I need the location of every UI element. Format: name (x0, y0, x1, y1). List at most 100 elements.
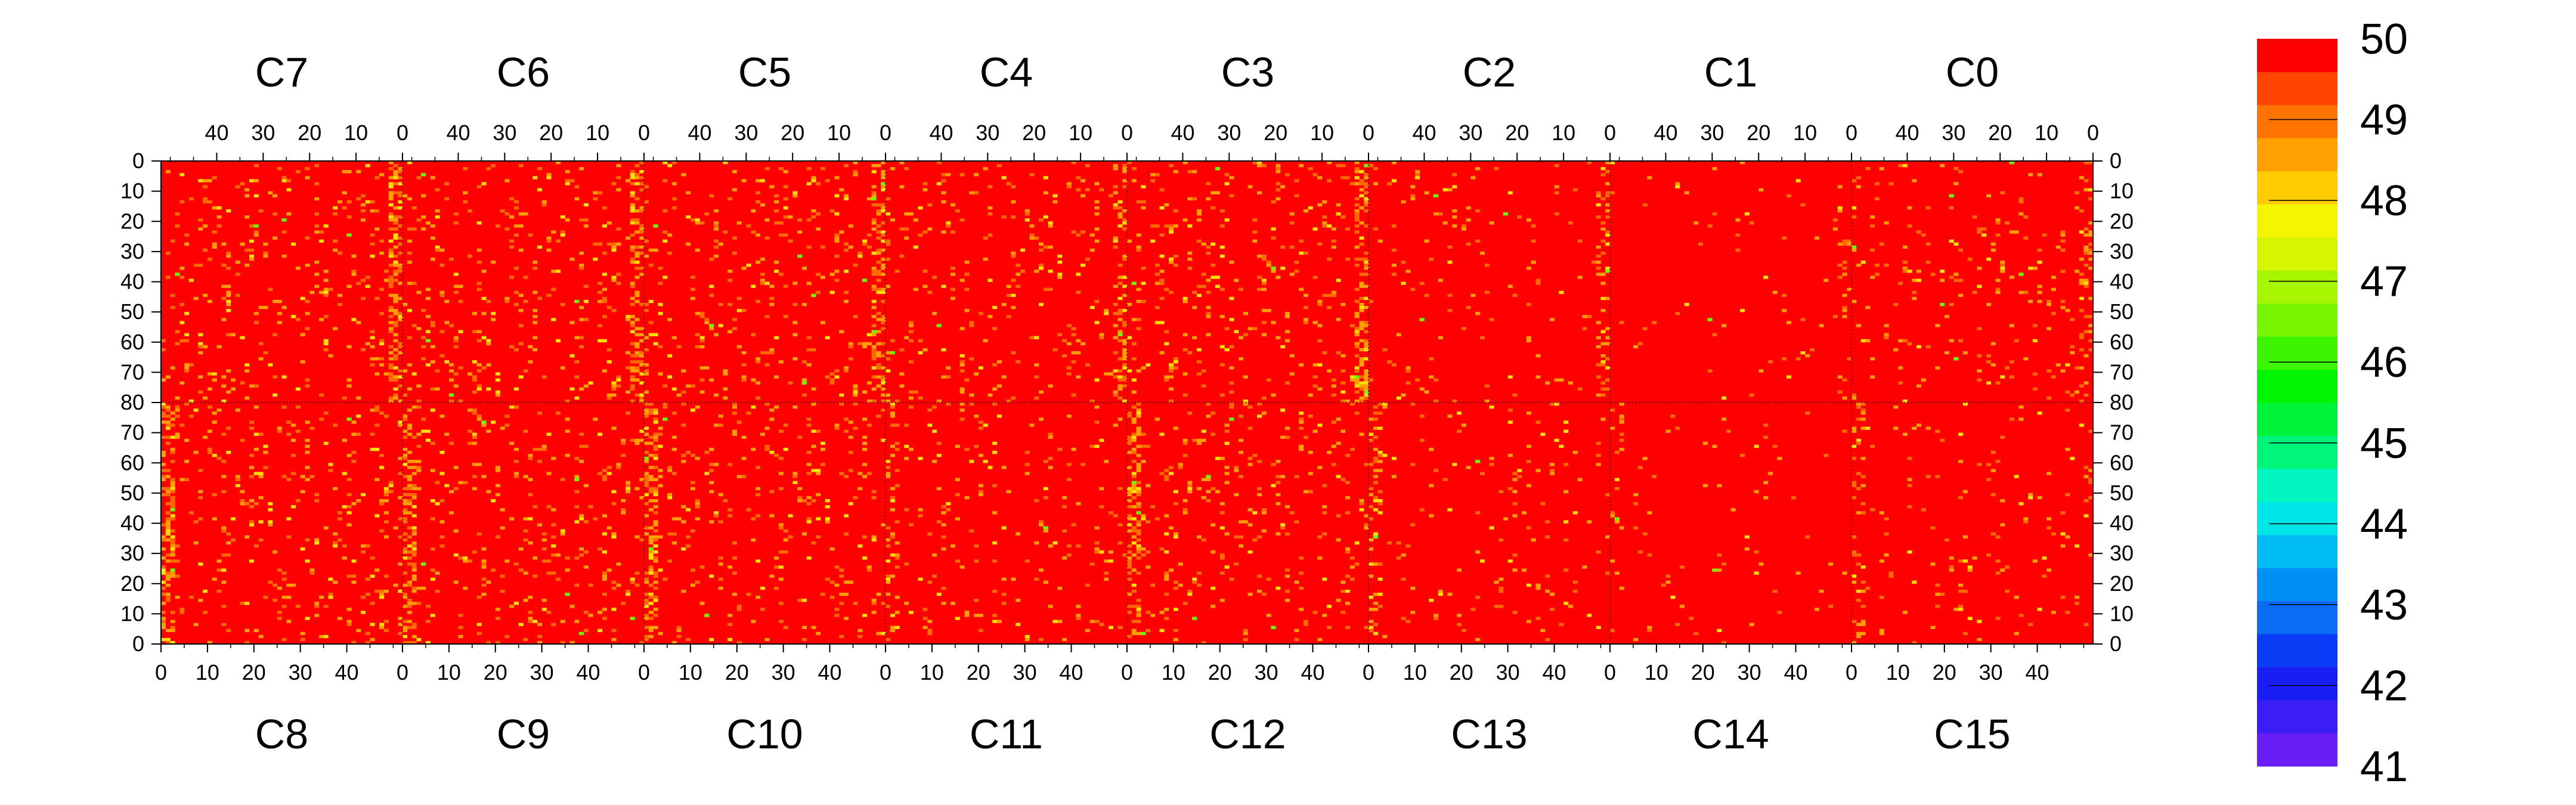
heatmap-cell (597, 281, 603, 285)
heatmap-cell (709, 324, 714, 327)
heatmap-cell (165, 517, 171, 521)
heatmap-cell (1141, 206, 1146, 210)
heatmap-cell (1154, 306, 1160, 309)
heatmap-cell (1526, 620, 1531, 623)
heatmap-cell (2032, 324, 2038, 327)
heatmap-cell (1317, 423, 1323, 427)
heatmap-cell (518, 224, 524, 228)
heatmap-cell (2018, 405, 2024, 409)
heatmap-cell (1605, 493, 1611, 497)
heatmap-cell (946, 375, 951, 379)
heatmap-cell (393, 273, 398, 276)
heatmap-cell (523, 212, 528, 216)
heatmap-cell (453, 580, 459, 584)
heatmap-cell (1391, 264, 1397, 267)
heatmap-cell (853, 426, 858, 430)
heatmap-cell (695, 405, 700, 409)
heatmap-cell (333, 327, 338, 330)
heatmap-cell (1169, 466, 1174, 469)
heatmap-cell (886, 526, 891, 530)
heatmap-cell (476, 596, 482, 599)
heatmap-cell (1540, 628, 1546, 633)
heatmap-cell (890, 535, 895, 539)
heatmap-cell (1066, 366, 1072, 370)
heatmap-cell (695, 457, 700, 460)
heatmap-cell (621, 441, 626, 445)
heatmap-cell (1219, 254, 1225, 258)
heatmap-cell (518, 248, 524, 252)
heatmap-cell (871, 330, 877, 333)
heatmap-cell (1071, 523, 1076, 527)
heatmap-cell (713, 511, 719, 515)
heatmap-cell (764, 167, 770, 171)
heatmap-cell (894, 270, 900, 273)
heatmap-cell (416, 466, 422, 469)
heatmap-cell (671, 182, 677, 185)
heatmap-cell (388, 321, 394, 324)
heatmap-cell (839, 574, 844, 578)
heatmap-cell (941, 505, 946, 509)
heatmap-cell (1600, 173, 1606, 177)
heatmap-cell (1136, 408, 1141, 412)
heatmap-cell (161, 487, 166, 491)
heatmap-cell (1461, 227, 1466, 231)
heatmap-cell (588, 583, 593, 587)
heatmap-cell (1131, 472, 1137, 475)
heatmap-cell (203, 293, 208, 298)
heatmap-cell (2023, 520, 2029, 524)
heatmap-cell (578, 387, 584, 391)
heatmap-cell (463, 191, 468, 194)
heatmap-cell (170, 306, 175, 309)
heatmap-cell (2060, 233, 2066, 237)
heatmap-cell (834, 583, 840, 587)
heatmap-cell (337, 617, 343, 620)
heatmap-cell (305, 478, 310, 481)
heatmap-cell (305, 264, 310, 267)
heatmap-cell (718, 324, 723, 327)
heatmap-cell (1089, 399, 1095, 403)
heatmap-cell (1563, 429, 1569, 433)
heatmap-cell (764, 363, 770, 367)
heatmap-cell (398, 264, 403, 267)
heatmap-cell (699, 315, 705, 318)
heatmap-cell (894, 611, 900, 614)
heatmap-cell (165, 640, 171, 645)
heatmap-cell (346, 417, 352, 421)
heatmap-cell (876, 287, 881, 291)
heatmap-cell (421, 215, 426, 219)
heatmap-cell (263, 306, 268, 309)
heatmap-cell (1364, 324, 1369, 327)
heatmap-cell (1977, 354, 1982, 358)
heatmap-cell (560, 620, 565, 623)
heatmap-cell (969, 402, 974, 406)
heatmap-cell (2037, 608, 2042, 611)
heatmap-cell (1275, 502, 1281, 506)
heatmap-cell (630, 438, 635, 442)
heatmap-cell (634, 176, 640, 179)
heatmap-cell (188, 278, 194, 282)
heatmap-cell (1479, 251, 1485, 255)
heatmap-cell (2065, 363, 2070, 367)
heatmap-cell (1884, 324, 1889, 327)
heatmap-cell (411, 460, 417, 463)
heatmap-cell (1127, 369, 1132, 373)
heatmap-cell (184, 369, 190, 373)
heatmap-cell (1196, 441, 1202, 445)
heatmap-cell (481, 475, 487, 478)
heatmap-cell (1252, 538, 1258, 542)
heatmap-cell (1182, 441, 1188, 445)
heatmap-cell (207, 429, 212, 433)
heatmap-cell (1633, 345, 1639, 349)
heatmap-cell (556, 270, 561, 273)
heatmap-cell (644, 637, 649, 642)
heatmap-cell (1414, 173, 1420, 177)
heatmap-cell (941, 511, 946, 515)
heatmap-cell (1117, 333, 1123, 336)
heatmap-cell (1173, 224, 1178, 228)
heatmap-cell (1257, 275, 1262, 279)
heatmap-cell (393, 396, 398, 400)
heatmap-cell (634, 342, 640, 346)
heatmap-cell (820, 167, 826, 171)
heatmap-cell (881, 393, 886, 397)
heatmap-cell (769, 185, 775, 188)
